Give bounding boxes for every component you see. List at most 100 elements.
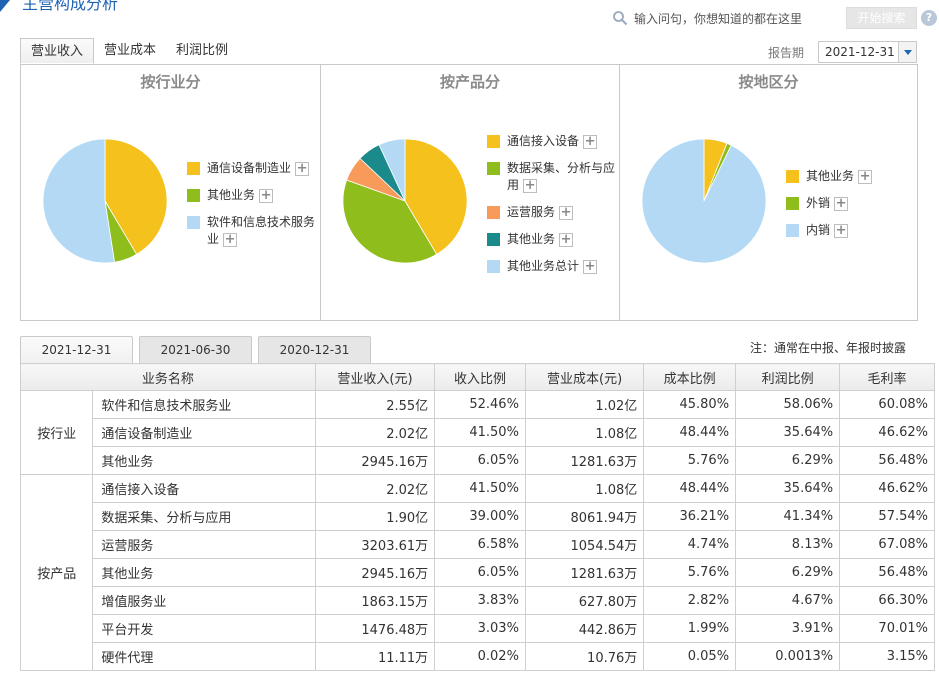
- period-label: 报告期: [768, 46, 805, 60]
- expand-plus-icon[interactable]: +: [223, 231, 238, 247]
- help-icon[interactable]: ?: [921, 10, 937, 26]
- search-button[interactable]: 开始搜索: [846, 7, 917, 29]
- pie-slice[interactable]: [378, 138, 406, 202]
- legend-label: 运营服务 +: [507, 204, 574, 221]
- tab-profit-ratio[interactable]: 利润比例: [176, 43, 229, 58]
- expand-plus-icon[interactable]: +: [295, 160, 310, 176]
- header-gross-margin: 毛利率: [839, 363, 935, 391]
- disclosure-note: 注：通常在中报、年报时披露: [750, 341, 907, 355]
- legend-label: 其他业务 +: [806, 168, 873, 185]
- chevron-down-icon[interactable]: [898, 42, 916, 62]
- expand-plus-icon[interactable]: +: [523, 177, 538, 193]
- pie-slice[interactable]: [42, 138, 115, 264]
- table-row: 平台开发 1476.48万 3.03% 442.86万 1.99% 3.91% 70.01%: [21, 614, 935, 643]
- pie-slice[interactable]: [404, 138, 468, 255]
- date-tab-3[interactable]: 2020-12-31: [258, 336, 371, 364]
- legend-item[interactable]: 通信设备制造业 +: [187, 160, 319, 177]
- legend-swatch: [487, 206, 500, 219]
- value-cell: 5.76%: [643, 558, 737, 587]
- expand-plus-icon[interactable]: +: [559, 204, 574, 220]
- group-label: 按行业: [19, 390, 94, 475]
- value-cell: 41.34%: [735, 502, 841, 531]
- value-cell: 1281.63万: [524, 558, 645, 587]
- business-name-cell: 其他业务: [92, 446, 316, 475]
- legend-item[interactable]: 通信接入设备 +: [487, 133, 619, 150]
- pie-chart-region: [641, 138, 767, 264]
- value-cell: 1.02亿: [524, 390, 645, 419]
- value-cell: 11.11万: [314, 642, 436, 671]
- chart-title: 按产品分: [439, 73, 500, 91]
- legend-item[interactable]: 其他业务 +: [786, 168, 914, 185]
- table-row: 按行业 软件和信息技术服务业 2.55亿 52.46% 1.02亿 45.80% 58.06…: [19, 390, 935, 475]
- pie-slice[interactable]: [104, 138, 168, 255]
- value-cell: 0.0013%: [735, 642, 841, 671]
- legend-label: 其他业务总计 +: [507, 258, 598, 275]
- value-cell: 8.13%: [735, 530, 841, 559]
- date-tab-2[interactable]: 2021-06-30: [139, 336, 252, 364]
- composition-table: 业务名称 营业收入(元) 收入比例 营业成本(元) 成本比例 利润比例 毛利率 …: [19, 363, 935, 671]
- business-name-cell: 通信设备制造业: [92, 418, 316, 447]
- expand-plus-icon[interactable]: +: [259, 187, 274, 203]
- legend-item[interactable]: 软件和信息技术服务业 +: [187, 214, 319, 248]
- pie-slice[interactable]: [342, 179, 438, 264]
- table-row: 按产品 通信接入设备 2.02亿 41.50% 1.08亿 48.44% 35.64% 46.…: [19, 474, 935, 671]
- period-select[interactable]: 2021-12-31: [818, 41, 917, 63]
- chart-title: 按地区分: [738, 73, 799, 91]
- header-revenue-ratio: 收入比例: [434, 363, 526, 391]
- value-cell: 39.00%: [434, 502, 526, 531]
- value-cell: 0.05%: [643, 642, 737, 671]
- chart-product: 按产品分 通信接入设备 + 数据采集、分析与应用 + 运营服务 + 其他业务 + 其他业务总计 +: [320, 65, 619, 320]
- search-icon: [613, 11, 628, 26]
- business-name-cell: 硬件代理: [92, 642, 316, 671]
- legend-label-text: 外销: [806, 196, 831, 210]
- legend-swatch: [487, 260, 500, 273]
- value-cell: 2.02亿: [314, 418, 436, 447]
- value-cell: 6.58%: [434, 530, 526, 559]
- legend-item[interactable]: 其他业务 +: [487, 231, 619, 248]
- legend-item[interactable]: 数据采集、分析与应用 +: [487, 160, 619, 194]
- legend-item[interactable]: 其他业务总计 +: [487, 258, 619, 275]
- business-name-cell: 数据采集、分析与应用: [92, 502, 316, 531]
- expand-plus-icon[interactable]: +: [559, 231, 574, 247]
- expand-plus-icon[interactable]: +: [834, 195, 849, 211]
- pie-slice[interactable]: [641, 138, 767, 264]
- legend-label-text: 通信设备制造业: [207, 161, 292, 175]
- business-name-cell: 运营服务: [92, 530, 316, 559]
- value-cell: 45.80%: [643, 390, 737, 419]
- value-cell: 6.05%: [434, 558, 526, 587]
- tab-cost[interactable]: 营业成本: [104, 43, 157, 58]
- expand-plus-icon[interactable]: +: [834, 222, 849, 238]
- header-cost: 营业成本(元): [524, 363, 645, 391]
- header-cost-ratio: 成本比例: [643, 363, 737, 391]
- value-cell: 36.21%: [643, 502, 737, 531]
- group-label: 按产品: [19, 474, 94, 671]
- legend-item[interactable]: 其他业务 +: [187, 187, 319, 204]
- value-cell: 70.01%: [839, 614, 935, 643]
- value-cell: 4.74%: [643, 530, 737, 559]
- legend-label-text: 内销: [806, 223, 831, 237]
- expand-plus-icon[interactable]: +: [583, 133, 598, 149]
- legend-item[interactable]: 外销 +: [786, 195, 914, 212]
- legend-swatch: [487, 135, 500, 148]
- value-cell: 41.50%: [434, 418, 526, 447]
- expand-plus-icon[interactable]: +: [583, 258, 598, 274]
- table-row: 数据采集、分析与应用 1.90亿 39.00% 8061.94万 36.21% 41.34…: [21, 502, 935, 531]
- value-cell: 2.82%: [643, 586, 737, 615]
- value-cell: 5.76%: [643, 446, 737, 475]
- business-name-cell: 通信接入设备: [92, 474, 316, 503]
- legend-item[interactable]: 内销 +: [786, 222, 914, 239]
- tab-revenue[interactable]: 营业收入: [20, 38, 95, 64]
- legend-item[interactable]: 运营服务 +: [487, 204, 619, 221]
- expand-plus-icon[interactable]: +: [858, 168, 873, 184]
- value-cell: 1.90亿: [314, 502, 436, 531]
- value-cell: 3203.61万: [314, 530, 436, 559]
- value-cell: 35.64%: [735, 418, 841, 447]
- value-cell: 1476.48万: [314, 614, 436, 643]
- date-tab-1[interactable]: 2021-12-31: [20, 336, 133, 364]
- metric-tabs: 营业收入 营业成本 利润比例: [20, 38, 238, 64]
- search-input[interactable]: 输入问句，你想知道的都在这里: [604, 6, 842, 30]
- pie-chart-industry: [42, 138, 168, 264]
- value-cell: 2.02亿: [314, 474, 436, 503]
- value-cell: 56.48%: [839, 446, 935, 475]
- legend-swatch: [187, 162, 200, 175]
